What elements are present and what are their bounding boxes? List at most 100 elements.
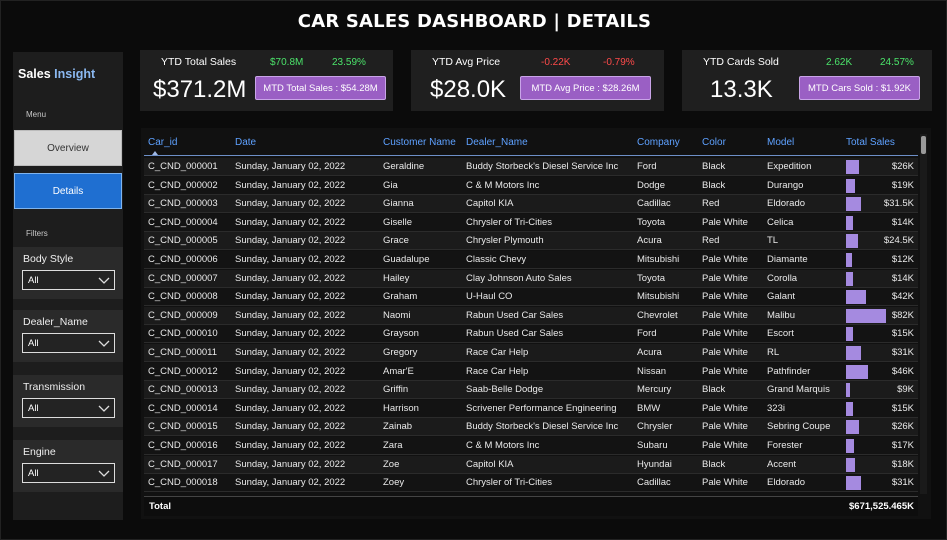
transmission-dropdown[interactable]: All — [22, 398, 115, 418]
column-header-company[interactable]: Company — [637, 137, 680, 148]
cell-total-sales: $15K — [891, 328, 914, 340]
cell-total-sales: $24.5K — [883, 235, 914, 247]
table-row[interactable]: C_CND_000014 Sunday, January 02, 2022 Harr… — [144, 399, 918, 418]
table-row[interactable]: C_CND_000012 Sunday, January 02, 2022 Amar… — [144, 362, 918, 381]
cell-date: Sunday, January 02, 2022 — [235, 272, 346, 284]
cell-model: 323i — [767, 402, 785, 414]
table-row[interactable]: C_CND_000010 Sunday, January 02, 2022 Gray… — [144, 325, 918, 344]
table-row[interactable]: C_CND_000016 Sunday, January 02, 2022 Zara… — [144, 437, 918, 455]
column-header-car-id[interactable]: Car_id — [148, 137, 178, 148]
cell-car-id: C_CND_000015 — [148, 421, 218, 433]
cell-dealer-name: C & M Motors Inc — [466, 179, 540, 191]
table-row[interactable]: C_CND_000006 Sunday, January 02, 2022 Guad… — [144, 251, 918, 269]
cell-dealer-name: Rabun Used Car Sales — [466, 309, 564, 321]
body-style-dropdown[interactable]: All — [22, 270, 115, 290]
cell-company: Chevrolet — [637, 309, 678, 321]
cell-total-sales: $14K — [891, 272, 914, 284]
mtd-total-sales-pill: MTD Total Sales : $54.28M — [255, 76, 386, 100]
nav-details-button[interactable]: Details — [14, 173, 122, 209]
nav-overview-button[interactable]: Overview — [14, 130, 122, 166]
table-row[interactable]: C_CND_000017 Sunday, January 02, 2022 Zoe C… — [144, 455, 918, 474]
kpi-value: $371.2M — [153, 76, 247, 103]
cell-dealer-name: Chrysler of Tri-Cities — [466, 477, 553, 489]
header: CAR SALES DASHBOARD | DETAILS — [1, 1, 947, 41]
cell-total-sales: $31.5K — [883, 198, 914, 210]
table-row[interactable]: C_CND_000009 Sunday, January 02, 2022 Naom… — [144, 306, 918, 325]
filter-title: Transmission — [23, 381, 86, 393]
table-row[interactable]: C_CND_000004 Sunday, January 02, 2022 Gise… — [144, 213, 918, 232]
total-sales-bar — [846, 327, 854, 342]
kpi-value: $28.0K — [430, 76, 507, 103]
table-row[interactable]: C_CND_000008 Sunday, January 02, 2022 Grah… — [144, 288, 918, 307]
table-row[interactable]: C_CND_000003 Sunday, January 02, 2022 Gian… — [144, 195, 918, 214]
filter-title: Dealer_Name — [23, 316, 88, 328]
cell-company: Nissan — [637, 365, 667, 377]
table-header: Car_id Date Customer Name Dealer_Name Co… — [144, 134, 918, 156]
cell-color: Pale White — [702, 291, 748, 303]
kpi-delta-percent: 24.57% — [880, 57, 914, 68]
cell-customer-name: Grayson — [383, 328, 419, 340]
table-row[interactable]: C_CND_000013 Sunday, January 02, 2022 Grif… — [144, 381, 918, 400]
table-scrollbar[interactable] — [920, 134, 927, 494]
cell-customer-name: Zara — [383, 440, 403, 451]
cell-company: Mitsubishi — [637, 254, 680, 265]
dropdown-value: All — [28, 402, 39, 414]
column-header-model[interactable]: Model — [767, 137, 795, 148]
cell-car-id: C_CND_000005 — [148, 235, 218, 247]
cell-customer-name: Zainab — [383, 421, 413, 433]
brand-main: Sales — [18, 67, 51, 81]
total-sales-bar — [846, 234, 858, 249]
cell-dealer-name: Classic Chevy — [466, 254, 527, 265]
cell-customer-name: Graham — [383, 291, 418, 303]
scrollbar-thumb[interactable] — [921, 136, 926, 154]
cell-company: Ford — [637, 328, 657, 340]
column-header-total-sales[interactable]: Total Sales — [846, 137, 895, 148]
cell-color: Pale White — [702, 254, 748, 265]
engine-dropdown[interactable]: All — [22, 463, 115, 483]
cell-model: Galant — [767, 291, 795, 303]
cell-date: Sunday, January 02, 2022 — [235, 458, 346, 470]
cell-date: Sunday, January 02, 2022 — [235, 254, 346, 265]
table-row[interactable]: C_CND_000018 Sunday, January 02, 2022 Zoey… — [144, 474, 918, 493]
cell-date: Sunday, January 02, 2022 — [235, 421, 346, 433]
kpi-delta-percent: -0.79% — [603, 57, 635, 68]
table-row[interactable]: C_CND_000011 Sunday, January 02, 2022 Greg… — [144, 344, 918, 362]
cell-customer-name: Guadalupe — [383, 254, 430, 265]
cell-company: Subaru — [637, 440, 668, 451]
cell-color: Red — [702, 235, 720, 247]
cell-color: Black — [702, 179, 726, 191]
column-header-color[interactable]: Color — [702, 137, 726, 148]
cell-customer-name: Giselle — [383, 216, 413, 228]
cell-car-id: C_CND_000013 — [148, 384, 218, 396]
table-row[interactable]: C_CND_000002 Sunday, January 02, 2022 Gia C… — [144, 176, 918, 195]
table-row[interactable]: C_CND_000001 Sunday, January 02, 2022 Gera… — [144, 158, 918, 176]
table-row[interactable]: C_CND_000007 Sunday, January 02, 2022 Hail… — [144, 269, 918, 288]
cell-model: Pathfinder — [767, 365, 811, 377]
dropdown-value: All — [28, 274, 39, 286]
cell-car-id: C_CND_000001 — [148, 161, 218, 172]
table-row[interactable]: C_CND_000005 Sunday, January 02, 2022 Grac… — [144, 232, 918, 251]
cell-date: Sunday, January 02, 2022 — [235, 347, 346, 358]
cell-color: Pale White — [702, 347, 748, 358]
column-header-dealer-name[interactable]: Dealer_Name — [466, 137, 528, 148]
table-row[interactable]: C_CND_000015 Sunday, January 02, 2022 Zain… — [144, 418, 918, 437]
total-sales-bar — [846, 439, 855, 453]
filter-title: Body Style — [23, 253, 74, 265]
cell-model: Eldorado — [767, 477, 806, 489]
cell-car-id: C_CND_000003 — [148, 198, 218, 210]
cell-color: Black — [702, 384, 726, 396]
cell-dealer-name: U-Haul CO — [466, 291, 513, 303]
cell-car-id: C_CND_000010 — [148, 328, 218, 340]
cell-date: Sunday, January 02, 2022 — [235, 384, 346, 396]
kpi-delta-value: $70.8M — [270, 57, 304, 68]
column-header-customer-name[interactable]: Customer Name — [383, 137, 456, 148]
cell-model: Eldorado — [767, 198, 806, 210]
cell-total-sales: $14K — [891, 216, 914, 228]
cell-dealer-name: Race Car Help — [466, 365, 529, 377]
cell-customer-name: Zoe — [383, 458, 400, 470]
chevron-down-icon — [98, 277, 110, 284]
dealer-name-dropdown[interactable]: All — [22, 333, 115, 353]
column-header-date[interactable]: Date — [235, 137, 257, 148]
cell-model: Durango — [767, 179, 804, 191]
cell-date: Sunday, January 02, 2022 — [235, 365, 346, 377]
